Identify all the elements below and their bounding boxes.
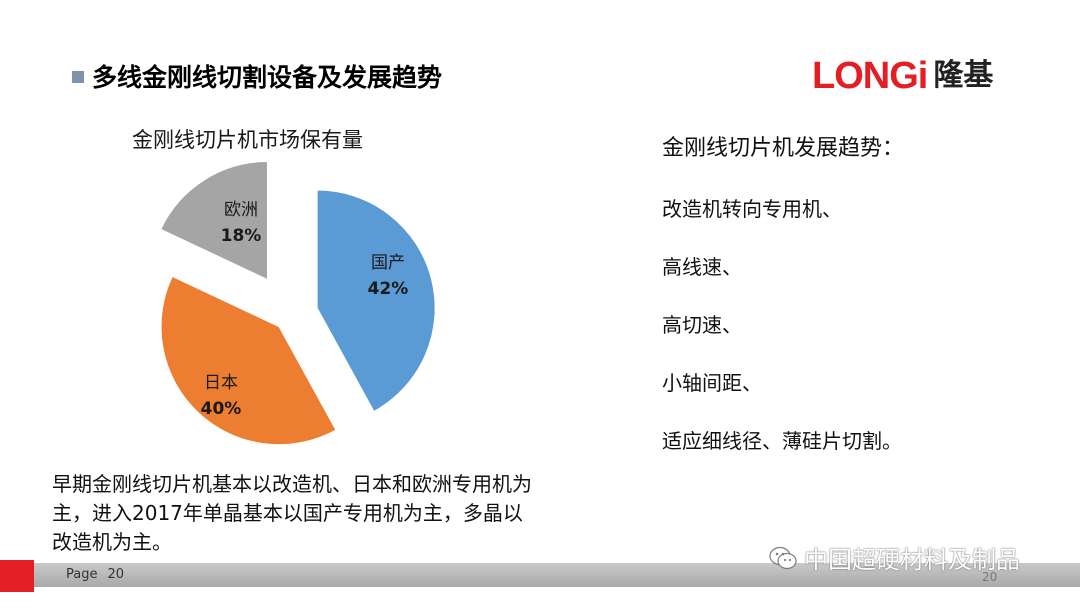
logo-latin: LONGi [812, 55, 928, 97]
footer-page-number: 20 [107, 567, 125, 582]
trends-heading: 金刚线切片机发展趋势： [662, 136, 905, 161]
trend-item: 高切速、 [662, 313, 742, 337]
logo-cjk: 隆基 [933, 58, 994, 93]
pie-label-europe-name: 欧洲 [224, 200, 258, 220]
pie-slice-domestic [316, 189, 436, 413]
pie-label-japan: 日本 40% [181, 370, 261, 422]
footer-page-number-right: 20 [982, 570, 998, 584]
footer-bar [0, 563, 1080, 587]
slide-title-text: 多线金刚线切割设备及发展趋势 [92, 63, 443, 92]
watermark-text: 中国超硬材料及制品 [804, 546, 1020, 574]
pie-slice-japan [160, 275, 337, 446]
pie-label-domestic-name: 国产 [371, 253, 405, 273]
trend-item: 高线速、 [662, 255, 742, 279]
company-logo: LONGi 隆基 [812, 46, 993, 96]
pie-label-japan-value: 40% [200, 399, 242, 419]
pie-label-japan-name: 日本 [204, 373, 238, 393]
slide-title: 多线金刚线切割设备及发展趋势 [72, 58, 442, 94]
trend-item: 适应细线径、薄硅片切割。 [662, 429, 902, 453]
trend-item: 小轴间距、 [662, 371, 762, 395]
footer-accent [0, 560, 34, 592]
pie-chart [160, 161, 436, 446]
watermark: 中国超硬材料及制品 [768, 540, 1020, 575]
pie-label-domestic: 国产 42% [348, 250, 428, 302]
chart-title: 金刚线切片机市场保有量 [132, 128, 363, 152]
pie-label-europe: 欧洲 18% [201, 197, 281, 249]
footer-page-label: Page [66, 567, 98, 582]
pie-label-domestic-value: 42% [367, 279, 409, 299]
wechat-icon [769, 546, 797, 569]
trends-list: 改造机转向专用机、 高线速、 高切速、 小轴间距、 适应细线径、薄硅片切割。 [662, 192, 902, 482]
pie-label-europe-value: 18% [220, 226, 262, 246]
summary-note: 早期金刚线切片机基本以改造机、日本和欧洲专用机为主，进入2017年单晶基本以国产… [52, 472, 532, 554]
trend-item: 改造机转向专用机、 [662, 197, 842, 221]
pie-slice-europe [160, 161, 268, 281]
title-bullet-icon [72, 71, 84, 83]
footer-page: Page 20 [66, 567, 124, 582]
